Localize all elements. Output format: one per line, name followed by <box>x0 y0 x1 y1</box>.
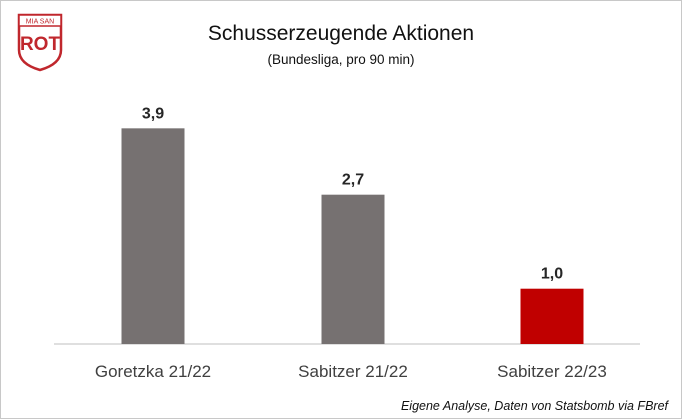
mia-san-rot-logo: MIA SAN ROT <box>17 13 63 72</box>
category-label-2: Sabitzer 21/22 <box>298 362 408 381</box>
chart-subtitle: (Bundesliga, pro 90 min) <box>267 52 415 67</box>
logo-top-text: MIA SAN <box>26 19 54 26</box>
data-label-1: 3,9 <box>142 105 164 122</box>
logo-main-text: ROT <box>20 34 61 55</box>
bar-2 <box>321 194 385 344</box>
chart-title: Schusserzeugende Aktionen <box>207 22 475 45</box>
data-label-3: 1,0 <box>541 266 563 283</box>
data-label-2: 2,7 <box>342 172 364 189</box>
category-label-3: Sabitzer 22/23 <box>497 362 607 381</box>
source-note: Eigene Analyse, Daten von Statsbomb via … <box>400 399 668 413</box>
bar-1 <box>121 128 185 344</box>
category-label-1: Goretzka 21/22 <box>95 362 211 381</box>
bar-3 <box>520 288 584 344</box>
